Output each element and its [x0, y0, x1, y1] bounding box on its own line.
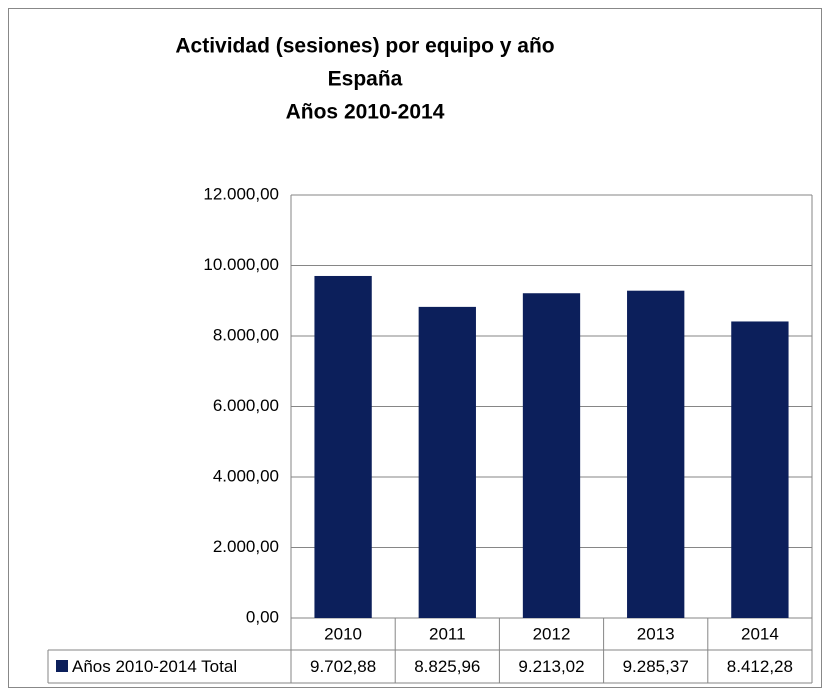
x-tick-label: 2013 [637, 624, 675, 643]
x-tick-label: 2014 [741, 624, 779, 643]
y-tick-label: 2.000,00 [213, 537, 279, 556]
legend-label: Años 2010-2014 Total [72, 657, 237, 676]
bar [522, 293, 581, 618]
y-tick-label: 4.000,00 [213, 466, 279, 485]
chart-title: Actividad (sesiones) por equipo y año [175, 35, 554, 58]
table-value: 9.213,02 [518, 657, 584, 676]
chart-subtitle: España [328, 68, 403, 91]
y-tick-label: 0,00 [246, 607, 279, 626]
legend-swatch [56, 660, 68, 672]
x-tick-label: 2012 [533, 624, 571, 643]
y-tick-label: 8.000,00 [213, 325, 279, 344]
table-value: 8.825,96 [414, 657, 480, 676]
y-tick-label: 6.000,00 [213, 396, 279, 415]
chart-border [8, 8, 822, 688]
bar [627, 290, 685, 618]
table-value: 8.412,28 [727, 657, 793, 676]
x-tick-label: 2011 [429, 624, 466, 643]
table-value: 9.702,88 [310, 657, 376, 676]
bar [418, 306, 476, 618]
bar [731, 321, 789, 618]
y-tick-label: 12.000,00 [203, 184, 279, 203]
x-tick-label: 2010 [324, 624, 362, 643]
bar [314, 275, 372, 618]
table-value: 9.285,37 [623, 657, 689, 676]
chart-subtitle: Años 2010-2014 [286, 101, 445, 124]
y-tick-label: 10.000,00 [203, 255, 279, 274]
